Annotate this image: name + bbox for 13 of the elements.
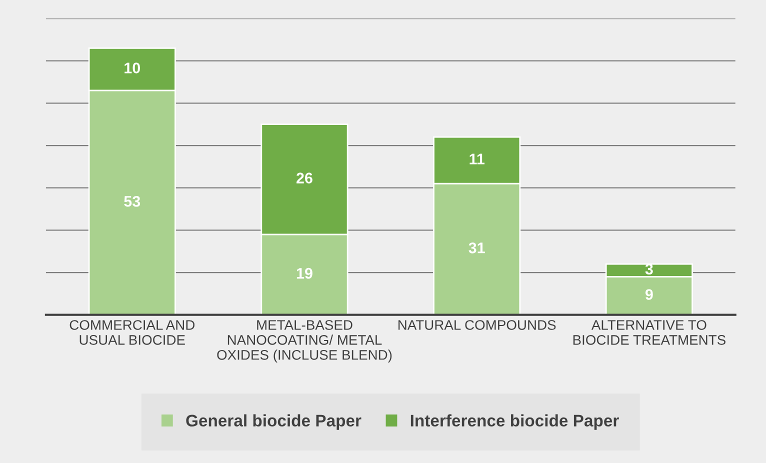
- legend-label: General biocide Paper: [186, 414, 362, 430]
- x-tick-label: METAL-BASED NANOCOATING/ METAL OXIDES (INCLUSE BLEND): [217, 320, 392, 363]
- data-label: 53: [124, 196, 140, 207]
- data-label: 26: [296, 172, 312, 184]
- x-tick-label: COMMERCIAL AND USUAL BIOCIDE: [70, 320, 194, 345]
- x-tick-label: NATURAL COMPOUNDS: [398, 320, 556, 330]
- legend-label: Interference biocide Paper: [410, 414, 619, 430]
- data-label: 9: [645, 289, 653, 300]
- x-tick-label: ALTERNATIVE TO BIOCIDE TREATMENTS: [573, 320, 726, 345]
- data-label: 11: [470, 154, 484, 164]
- data-label: 31: [468, 242, 485, 254]
- data-label: 19: [296, 268, 312, 279]
- data-label: 10: [124, 62, 140, 74]
